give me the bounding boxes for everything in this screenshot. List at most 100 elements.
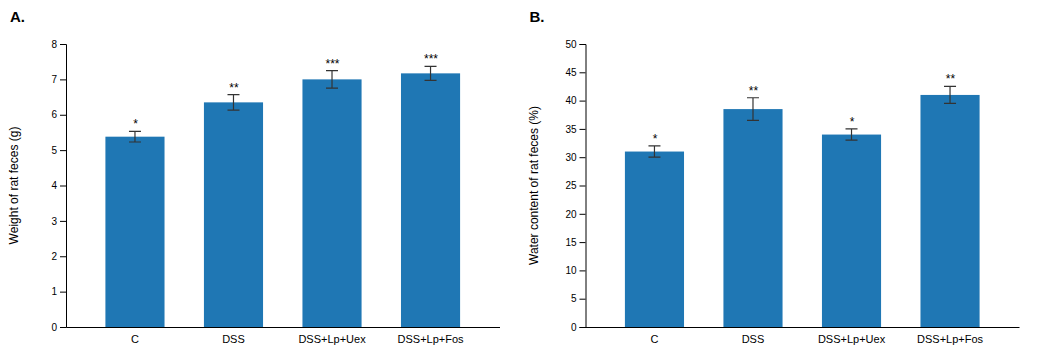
tick-label: DSS+Lp+Fos xyxy=(917,333,984,345)
y-axis: 0 1 2 3 4 5 6 7 8 xyxy=(51,39,66,333)
tick-mark xyxy=(580,214,586,215)
tick-label: 2 xyxy=(51,251,57,262)
tick-mark xyxy=(580,186,586,187)
bar xyxy=(401,73,460,327)
tick: 0 xyxy=(51,322,66,333)
significance-label: * xyxy=(652,132,657,146)
tick: DSS+Lp+Fos xyxy=(917,333,984,345)
bar xyxy=(302,79,361,327)
tick-label: DSS xyxy=(742,333,765,345)
tick: 4 xyxy=(51,180,66,191)
axis-line xyxy=(67,327,501,328)
tick: 2 xyxy=(51,251,66,262)
error-bar xyxy=(747,98,759,121)
chart-root: *********012345678CDSSDSS+Lp+UexDSS+Lp+F… xyxy=(0,0,1039,363)
error-bar xyxy=(648,146,660,157)
tick-mark xyxy=(580,270,586,271)
tick: 1 xyxy=(51,286,66,297)
error-bar xyxy=(227,95,239,111)
tick-label: 6 xyxy=(51,109,57,120)
bar xyxy=(105,137,164,327)
significance-label: * xyxy=(849,115,854,129)
bar xyxy=(204,102,263,327)
error-bar xyxy=(846,129,858,140)
significance-label: * xyxy=(133,117,138,131)
tick-label: DSS xyxy=(222,333,245,345)
bar xyxy=(723,109,782,327)
tick: 45 xyxy=(565,67,585,78)
tick: DSS+Lp+Uex xyxy=(298,333,366,345)
y-axis-title: Weight of rat feces (g) xyxy=(7,127,21,245)
annotations: ****** xyxy=(652,72,955,145)
tick-label: 15 xyxy=(565,237,577,248)
tick-label: 0 xyxy=(51,322,57,333)
tick-label: 8 xyxy=(51,39,57,50)
tick: 15 xyxy=(565,237,585,248)
tick: 25 xyxy=(565,180,585,191)
tick: DSS+Lp+Uex xyxy=(818,333,886,345)
bar xyxy=(822,135,881,327)
error-bar xyxy=(944,86,956,103)
tick-mark xyxy=(580,101,586,102)
tick: 40 xyxy=(565,95,585,106)
tick: C xyxy=(131,333,139,345)
tick: 10 xyxy=(565,265,585,276)
tick-label: C xyxy=(650,333,658,345)
tick-mark xyxy=(580,299,586,300)
tick-label: 7 xyxy=(51,74,57,85)
x-axis: C DSS DSS+Lp+Uex DSS+Lp+Fos xyxy=(586,328,1020,345)
significance-label: ** xyxy=(945,72,955,86)
tick-mark xyxy=(580,327,586,328)
panel: ******05101520253035404550CDSSDSS+Lp+Uex… xyxy=(527,8,1020,345)
tick-label: 40 xyxy=(565,95,577,106)
error-bar xyxy=(129,131,141,142)
tick-mark xyxy=(580,157,586,158)
tick-mark xyxy=(60,44,66,45)
tick-label: DSS+Lp+Uex xyxy=(818,333,886,345)
tick: 20 xyxy=(565,209,585,220)
tick: 3 xyxy=(51,216,66,227)
tick-label: C xyxy=(131,333,139,345)
tick-label: 25 xyxy=(565,180,577,191)
annotations: ********* xyxy=(133,52,438,131)
significance-label: ** xyxy=(748,84,758,98)
tick-mark xyxy=(580,44,586,45)
panel-title: A. xyxy=(10,8,25,25)
tick-mark xyxy=(60,327,66,328)
tick: 5 xyxy=(51,145,66,156)
tick-mark xyxy=(60,221,66,222)
tick-mark xyxy=(580,129,586,130)
tick-label: 35 xyxy=(565,124,577,135)
tick: 30 xyxy=(565,152,585,163)
tick: DSS xyxy=(742,333,765,345)
axis-line xyxy=(580,45,587,328)
tick-label: 1 xyxy=(51,286,57,297)
tick-mark xyxy=(60,150,66,151)
tick-mark xyxy=(580,242,586,243)
tick-label: 4 xyxy=(51,180,57,191)
tick-label: 30 xyxy=(565,152,577,163)
tick-label: 5 xyxy=(51,145,57,156)
tick: C xyxy=(650,333,658,345)
tick-label: 50 xyxy=(565,39,577,50)
bar xyxy=(625,152,684,327)
tick: DSS xyxy=(222,333,245,345)
tick-mark xyxy=(580,72,586,73)
tick-label: 0 xyxy=(571,322,577,333)
tick-label: 10 xyxy=(565,265,577,276)
axis-line xyxy=(60,45,67,328)
significance-label: ** xyxy=(229,81,239,95)
bar xyxy=(920,95,979,327)
tick: 8 xyxy=(51,39,66,50)
tick: 0 xyxy=(571,322,586,333)
tick: DSS+Lp+Fos xyxy=(398,333,465,345)
significance-label: *** xyxy=(325,57,339,71)
tick-mark xyxy=(60,115,66,116)
tick-label: 45 xyxy=(565,67,577,78)
plot-area xyxy=(105,66,460,327)
tick-mark xyxy=(60,292,66,293)
tick-label: 5 xyxy=(571,293,577,304)
tick: 35 xyxy=(565,124,585,135)
tick-label: DSS+Lp+Uex xyxy=(298,333,366,345)
tick-mark xyxy=(60,79,66,80)
